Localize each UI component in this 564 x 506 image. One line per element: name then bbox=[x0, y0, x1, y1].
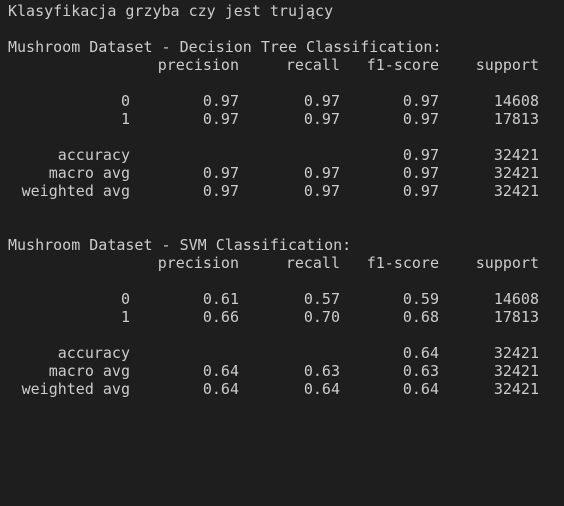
report-header-row: precision recall f1-score support bbox=[8, 56, 558, 74]
column-header-precision: precision bbox=[157, 254, 239, 272]
report-row-class-1: 1 0.66 0.70 0.68 17813 bbox=[8, 308, 558, 326]
precision-value: 0.97 bbox=[202, 92, 239, 110]
recall-value: 0.70 bbox=[303, 308, 340, 326]
support-value: 14608 bbox=[493, 290, 539, 308]
f1-score-value: 0.59 bbox=[402, 290, 439, 308]
f1-score-value: 0.64 bbox=[402, 380, 439, 398]
report-header-row: precision recall f1-score support bbox=[8, 254, 558, 272]
f1-score-value: 0.97 bbox=[402, 146, 439, 164]
support-value: 32421 bbox=[493, 182, 539, 200]
precision-value: 0.61 bbox=[202, 290, 239, 308]
report-heading: Mushroom Dataset - Decision Tree Classif… bbox=[8, 38, 442, 56]
recall-value: 0.64 bbox=[303, 380, 340, 398]
classification-report-decision-tree: Mushroom Dataset - Decision Tree Classif… bbox=[8, 38, 558, 200]
report-row-weighted-avg: weighted avg 0.64 0.64 0.64 32421 bbox=[8, 380, 558, 398]
row-label: accuracy bbox=[57, 344, 130, 362]
column-header-recall: recall bbox=[285, 56, 340, 74]
report-row-class-0: 0 0.61 0.57 0.59 14608 bbox=[8, 290, 558, 308]
column-header-precision: precision bbox=[157, 56, 239, 74]
support-value: 32421 bbox=[493, 164, 539, 182]
output-title: Klasyfikacja grzyba czy jest trujący bbox=[8, 2, 334, 20]
f1-score-value: 0.97 bbox=[402, 110, 439, 128]
f1-score-value: 0.64 bbox=[402, 344, 439, 362]
f1-score-value: 0.97 bbox=[402, 182, 439, 200]
f1-score-value: 0.68 bbox=[402, 308, 439, 326]
row-label: 1 bbox=[120, 308, 130, 326]
support-value: 17813 bbox=[493, 110, 539, 128]
blank-line bbox=[8, 272, 558, 290]
precision-value: 0.97 bbox=[202, 182, 239, 200]
blank-line bbox=[8, 218, 558, 236]
support-value: 32421 bbox=[493, 344, 539, 362]
report-row-macro-avg: macro avg 0.97 0.97 0.97 32421 bbox=[8, 164, 558, 182]
recall-value: 0.97 bbox=[303, 92, 340, 110]
blank-line bbox=[8, 200, 558, 218]
row-label: 0 bbox=[120, 290, 130, 308]
row-label: macro avg bbox=[48, 164, 130, 182]
recall-value: 0.97 bbox=[303, 182, 340, 200]
report-row-class-1: 1 0.97 0.97 0.97 17813 bbox=[8, 110, 558, 128]
support-value: 32421 bbox=[493, 362, 539, 380]
column-header-support: support bbox=[475, 254, 539, 272]
precision-value: 0.66 bbox=[202, 308, 239, 326]
recall-value: 0.97 bbox=[303, 164, 340, 182]
blank-line bbox=[8, 326, 558, 344]
f1-score-value: 0.97 bbox=[402, 164, 439, 182]
recall-value: 0.97 bbox=[303, 110, 340, 128]
classification-report-svm: Mushroom Dataset - SVM Classification: p… bbox=[8, 236, 558, 398]
precision-value: 0.97 bbox=[202, 164, 239, 182]
row-label: weighted avg bbox=[21, 380, 130, 398]
f1-score-value: 0.63 bbox=[402, 362, 439, 380]
row-label: accuracy bbox=[57, 146, 130, 164]
console-output: Klasyfikacja grzyba czy jest trujący Mus… bbox=[8, 2, 558, 398]
support-value: 32421 bbox=[493, 380, 539, 398]
report-row-accuracy: accuracy 0.64 32421 bbox=[8, 344, 558, 362]
report-row-macro-avg: macro avg 0.64 0.63 0.63 32421 bbox=[8, 362, 558, 380]
blank-line bbox=[8, 128, 558, 146]
column-header-f1-score: f1-score bbox=[366, 56, 439, 74]
row-label: 0 bbox=[120, 92, 130, 110]
report-row-accuracy: accuracy 0.97 32421 bbox=[8, 146, 558, 164]
precision-value: 0.97 bbox=[202, 110, 239, 128]
recall-value: 0.63 bbox=[303, 362, 340, 380]
blank-line bbox=[8, 20, 558, 38]
report-heading: Mushroom Dataset - SVM Classification: bbox=[8, 236, 352, 254]
column-header-support: support bbox=[475, 56, 539, 74]
row-label: 1 bbox=[120, 110, 130, 128]
report-row-weighted-avg: weighted avg 0.97 0.97 0.97 32421 bbox=[8, 182, 558, 200]
support-value: 17813 bbox=[493, 308, 539, 326]
column-header-f1-score: f1-score bbox=[366, 254, 439, 272]
row-label: weighted avg bbox=[21, 182, 130, 200]
precision-value: 0.64 bbox=[202, 362, 239, 380]
blank-line bbox=[8, 74, 558, 92]
support-value: 14608 bbox=[493, 92, 539, 110]
support-value: 32421 bbox=[493, 146, 539, 164]
precision-value: 0.64 bbox=[202, 380, 239, 398]
report-row-class-0: 0 0.97 0.97 0.97 14608 bbox=[8, 92, 558, 110]
row-label: macro avg bbox=[48, 362, 130, 380]
f1-score-value: 0.97 bbox=[402, 92, 439, 110]
column-header-recall: recall bbox=[285, 254, 340, 272]
recall-value: 0.57 bbox=[303, 290, 340, 308]
